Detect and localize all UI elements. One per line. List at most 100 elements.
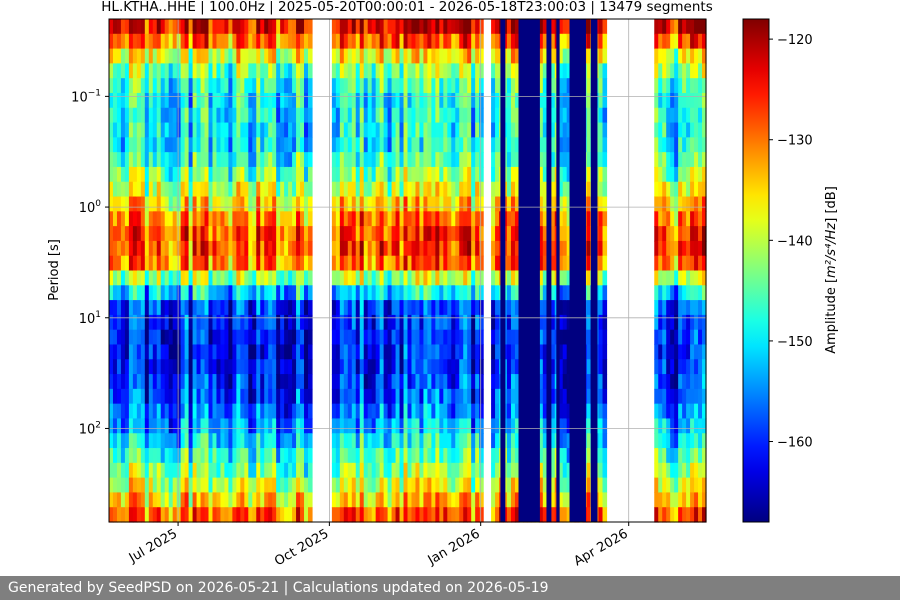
spectrogram-cell <box>196 507 202 523</box>
spectrogram-cell <box>538 166 544 183</box>
spectrogram-cell <box>495 285 500 301</box>
spectrogram-cell <box>212 137 218 153</box>
spectrogram-cell <box>443 196 448 212</box>
spectrogram-cell <box>431 63 436 79</box>
spectrogram-cell <box>188 107 194 124</box>
spectrogram-cell <box>160 388 166 405</box>
spectrogram-cell <box>252 240 257 257</box>
spectrogram-cell <box>467 433 472 449</box>
spectrogram-cell <box>467 403 472 420</box>
spectrogram-cell <box>419 285 425 301</box>
spectrogram-cell <box>220 374 226 390</box>
spectrogram-cell <box>666 240 671 257</box>
spectrogram-cell <box>558 122 564 138</box>
spectrogram-cell <box>562 122 568 138</box>
spectrogram-cell <box>232 63 237 79</box>
spectrogram-cell <box>284 359 289 375</box>
spectrogram-cell <box>479 359 484 375</box>
spectrogram-cell <box>343 418 349 434</box>
spectrogram-cell <box>156 285 162 301</box>
spectrogram-cell <box>459 33 464 50</box>
spectrogram-cell <box>140 359 146 375</box>
spectrogram-cell <box>558 285 564 301</box>
spectrogram-cell <box>164 255 170 272</box>
spectrogram-cell <box>180 374 186 390</box>
spectrogram-cell <box>212 359 218 375</box>
spectrogram-cell <box>212 314 218 331</box>
spectrogram-cell <box>399 181 405 198</box>
spectrogram-cell <box>244 300 249 316</box>
spectrogram-cell <box>355 92 361 109</box>
spectrogram-cell <box>379 166 385 183</box>
spectrogram-cell <box>120 285 126 301</box>
spectrogram-cell <box>351 492 357 508</box>
spectrogram-cell <box>232 166 237 183</box>
spectrogram-cell <box>168 211 174 227</box>
spectrogram-cell <box>455 211 460 227</box>
spectrogram-cell <box>674 462 679 479</box>
spectrogram-cell <box>415 270 421 286</box>
spectrogram-cell <box>435 196 440 212</box>
spectrogram-cell <box>455 19 460 35</box>
spectrogram-cell <box>479 507 484 523</box>
spectrogram-cell <box>371 374 377 390</box>
spectrogram-cell <box>514 196 520 212</box>
spectrogram-cell <box>463 477 468 494</box>
spectrogram-cell <box>308 63 313 79</box>
spectrogram-cell <box>383 226 389 242</box>
spectrogram-cell <box>463 211 468 227</box>
spectrogram-cell <box>116 359 122 375</box>
spectrogram-cell <box>164 137 170 153</box>
spectrogram-cell <box>674 344 679 360</box>
spectrogram-cell <box>399 388 405 405</box>
spectrogram-cell <box>109 211 114 227</box>
spectrogram-cell <box>666 448 671 464</box>
spectrogram-cell <box>602 166 608 183</box>
spectrogram-cell <box>264 418 269 434</box>
spectrogram-cell <box>196 137 202 153</box>
spectrogram-cell <box>443 492 448 508</box>
spectrogram-cell <box>128 63 134 79</box>
spectrogram-cell <box>447 388 452 405</box>
spectrogram-cell <box>168 78 174 94</box>
spectrogram-cell <box>212 48 218 64</box>
spectrogram-cell <box>260 507 265 523</box>
spectrogram-cell <box>304 137 309 153</box>
spectrogram-cell <box>423 240 428 257</box>
spectrogram-cell <box>355 359 361 375</box>
spectrogram-cell <box>132 403 138 420</box>
spectrogram-cell <box>407 374 413 390</box>
spectrogram-cell <box>686 240 691 257</box>
spectrogram-cell <box>427 374 432 390</box>
spectrogram-cell <box>164 300 170 316</box>
spectrogram-cell <box>347 344 353 360</box>
spectrogram-cell <box>702 122 707 138</box>
spectrogram-cell <box>172 211 178 227</box>
spectrogram-cell <box>292 344 297 360</box>
spectrogram-cell <box>168 122 174 138</box>
spectrogram-cell <box>455 240 460 257</box>
spectrogram-cell <box>507 122 512 138</box>
spectrogram-cell <box>451 33 456 50</box>
spectrogram-cell <box>475 403 480 420</box>
spectrogram-cell <box>658 462 663 479</box>
spectrogram-cell <box>144 166 150 183</box>
spectrogram-cell <box>678 92 683 109</box>
spectrogram-cell <box>566 492 572 508</box>
spectrogram-cell <box>510 462 516 479</box>
spectrogram-cell <box>399 477 405 494</box>
spectrogram-cell <box>112 152 118 168</box>
spectrogram-cell <box>562 388 568 405</box>
spectrogram-cell <box>507 78 512 94</box>
spectrogram-cell <box>375 122 381 138</box>
spectrogram-cell <box>467 418 472 434</box>
spectrogram-cell <box>387 388 393 405</box>
spectrogram-cell <box>172 137 178 153</box>
spectrogram-cell <box>124 270 130 286</box>
spectrogram-cell <box>427 48 432 64</box>
spectrogram-cell <box>415 166 421 183</box>
spectrogram-cell <box>276 507 281 523</box>
spectrogram-cell <box>363 403 369 420</box>
spectrogram-cell <box>343 226 349 242</box>
